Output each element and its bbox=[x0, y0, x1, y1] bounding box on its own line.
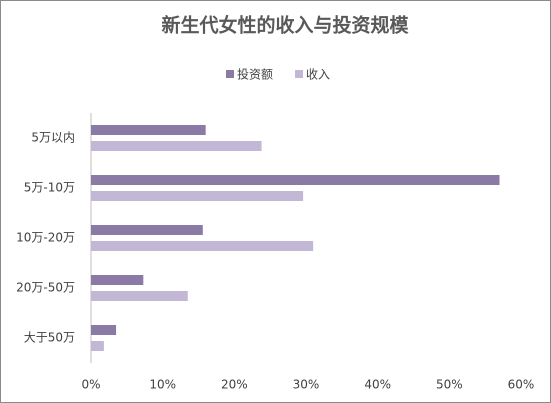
bar bbox=[91, 241, 314, 251]
y-tick-label: 5万以内 bbox=[31, 131, 75, 145]
x-tick-label: 60% bbox=[508, 378, 535, 392]
y-tick-label: 5万-10万 bbox=[24, 181, 75, 195]
bar bbox=[91, 325, 117, 335]
y-tick-label: 10万-20万 bbox=[16, 231, 75, 245]
y-tick-label: 20万-50万 bbox=[16, 281, 75, 295]
legend-label: 投资额 bbox=[237, 67, 273, 82]
chart-title: 新生代女性的收入与投资规模 bbox=[161, 14, 409, 37]
legend-swatch bbox=[226, 70, 234, 78]
bar bbox=[91, 141, 262, 151]
bar bbox=[91, 275, 144, 285]
x-tick-label: 40% bbox=[364, 378, 391, 392]
x-tick-label: 50% bbox=[436, 378, 463, 392]
bar bbox=[91, 175, 500, 185]
legend-swatch bbox=[295, 70, 304, 78]
bar bbox=[91, 225, 203, 235]
x-tick-label: 20% bbox=[221, 378, 248, 392]
bar bbox=[91, 291, 188, 301]
legend-label: 收入 bbox=[306, 68, 330, 82]
bar bbox=[91, 341, 104, 351]
bar bbox=[91, 125, 206, 135]
y-tick-label: 大于50万 bbox=[24, 331, 75, 345]
bar bbox=[91, 191, 304, 201]
x-tick-label: 10% bbox=[149, 378, 176, 392]
x-tick-label: 30% bbox=[293, 378, 320, 392]
x-tick-label: 0% bbox=[81, 378, 100, 392]
